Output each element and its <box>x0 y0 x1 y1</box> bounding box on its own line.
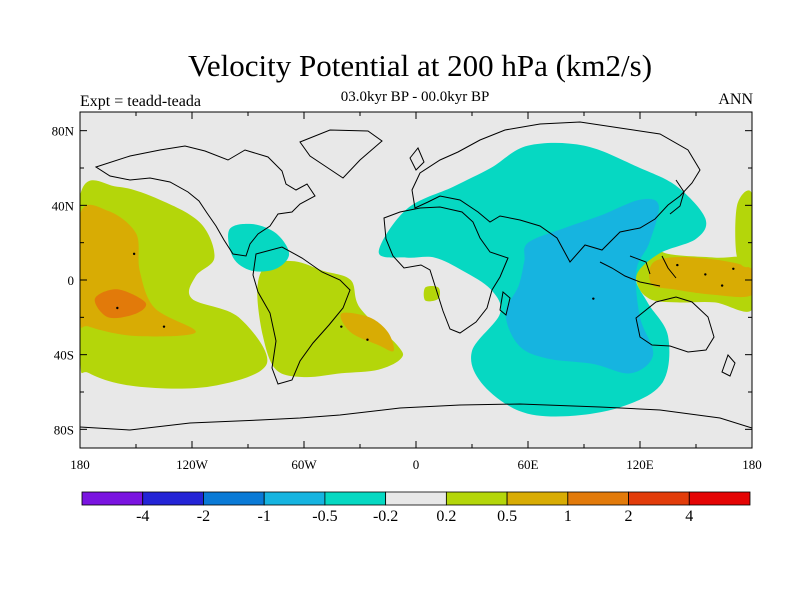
region-south-atlantic-positive-core <box>340 312 395 352</box>
chart-subtitle: 03.0kyr BP - 00.0kyr BP <box>340 89 490 105</box>
x-tick-label-0: 180 <box>70 457 90 472</box>
x-axis: 180 120W 60W 0 60E 120E 180 <box>70 112 762 472</box>
colorbar-box-3 <box>263 491 326 506</box>
x-tick-label-3: 0 <box>413 457 420 472</box>
region-caribbean-negative <box>228 223 290 272</box>
sample-dot-5 <box>720 284 724 287</box>
region-west-pacific-positive-core <box>649 257 752 298</box>
colorbar-label-6: 0.5 <box>497 508 517 525</box>
sample-dot-3 <box>676 263 679 267</box>
region-indian-ocean-negative-core <box>505 198 659 374</box>
colorbar-box-9 <box>628 491 690 506</box>
sample-dot-7 <box>340 325 343 328</box>
coast-south-america <box>252 246 351 385</box>
sample-dots <box>116 252 735 341</box>
colorbar-label-1: -2 <box>197 508 210 525</box>
coast-new-zealand <box>721 354 736 377</box>
colorbar-box-5 <box>385 491 447 506</box>
colorbar-label-2: -1 <box>258 508 271 525</box>
sample-dot-9 <box>592 297 595 300</box>
colorbar-label-4: -0.2 <box>373 508 398 525</box>
coast-greenland <box>299 129 383 179</box>
x-tick-label-2: 60W <box>291 457 317 472</box>
colorbar-box-10 <box>688 491 751 506</box>
x-tick-label-4: 60E <box>518 457 539 472</box>
colorbar-box-8 <box>567 491 629 506</box>
x-tick-label-1: 120W <box>176 457 209 472</box>
colorbar-label-7: 1 <box>564 508 572 525</box>
coastlines <box>80 121 752 431</box>
y-tick-label-2: 0 <box>68 273 75 288</box>
colorbar-label-9: 4 <box>685 508 693 525</box>
colorbar-box-7 <box>506 491 569 506</box>
colorbar-box-4 <box>324 491 387 506</box>
y-tick-label-3: 40S <box>54 348 74 363</box>
colorbar-label-3: -0.5 <box>312 508 337 525</box>
coast-australia <box>635 296 715 353</box>
colorbar-label-5: 0.2 <box>436 508 456 525</box>
colorbar: -4 -2 -1 -0.5 -0.2 0.2 0.5 1 2 4 <box>81 491 751 525</box>
sample-dot-8 <box>366 338 369 341</box>
colorbar-box-1 <box>142 491 204 506</box>
region-south-america-positive <box>257 260 404 378</box>
coast-indonesia <box>599 255 677 287</box>
sample-dot-6 <box>732 267 735 270</box>
season-label: ANN <box>718 91 753 108</box>
coast-eurasia <box>411 121 701 263</box>
region-date-line-north-positive <box>735 190 752 268</box>
experiment-label: Expt = teadd-teada <box>80 93 201 110</box>
coast-africa <box>383 206 509 334</box>
colorbar-label-0: -4 <box>136 508 149 525</box>
coast-north-america <box>94 145 316 257</box>
y-tick-label-0: 80N <box>52 124 75 139</box>
region-pacific-positive-max <box>94 289 147 319</box>
y-tick-label-4: 80S <box>54 422 74 437</box>
x-tick-label-5: 120E <box>626 457 654 472</box>
colorbar-box-6 <box>445 491 508 506</box>
coast-japan <box>669 179 685 215</box>
colorbar-box-0 <box>81 491 144 506</box>
sample-dot-4 <box>704 273 707 276</box>
coast-britain <box>409 147 425 171</box>
sample-dot-0 <box>132 252 136 256</box>
chart-title: Velocity Potential at 200 hPa (km2/s) <box>187 48 653 83</box>
sample-dot-2 <box>116 306 119 310</box>
x-tick-label-6: 180 <box>742 457 762 472</box>
coast-antarctica <box>80 403 752 431</box>
y-axis: 80N 40N 0 40S 80S <box>52 124 752 437</box>
colorbar-label-8: 2 <box>625 508 633 525</box>
sample-dot-1 <box>162 325 166 328</box>
coast-madagascar <box>499 291 511 316</box>
y-tick-label-1: 40N <box>52 198 75 213</box>
colorbar-box-2 <box>203 491 265 506</box>
